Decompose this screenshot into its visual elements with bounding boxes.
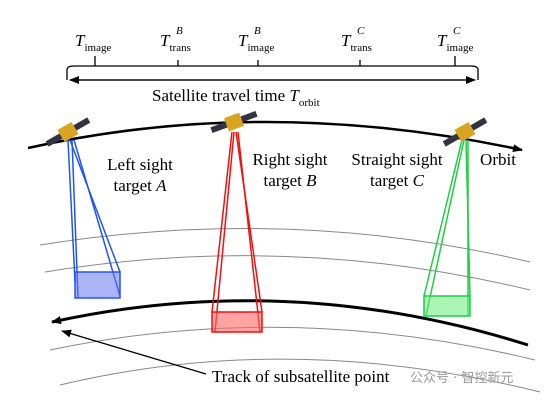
target-line: Left sight <box>107 155 173 174</box>
beams <box>67 131 471 333</box>
caption: Satellite travel time Torbit <box>152 86 320 109</box>
orbit <box>27 120 523 153</box>
var: T <box>289 86 300 105</box>
track-pointer <box>61 329 207 375</box>
track-label: Track of subsatellite point <box>212 367 390 386</box>
sup: C <box>357 25 365 37</box>
var: T <box>75 31 86 50</box>
target-line: Straight sight <box>351 150 442 169</box>
time-label: Timage C <box>437 25 473 54</box>
time-label: Ttrans B <box>160 25 191 54</box>
time-label: Timage <box>75 31 111 54</box>
sup: B <box>254 25 261 37</box>
satellites <box>45 110 488 147</box>
ground-curves <box>39 228 541 393</box>
watermark: 公众号 · 智控新元 <box>410 370 513 386</box>
target-word: target <box>370 171 409 190</box>
timeline-labels: Timage Ttrans B Timage B Ttrans C Timage C S… <box>75 25 473 109</box>
target-word: target <box>263 171 302 190</box>
var: T <box>341 31 352 50</box>
sub: trans <box>350 42 371 54</box>
target-line: target A <box>113 176 167 195</box>
sup: C <box>453 25 461 37</box>
target-word: target <box>113 176 152 195</box>
target-letter: A <box>155 176 167 195</box>
target-line: target B <box>263 171 317 190</box>
target-labels: Left sight target A Right sight target B… <box>107 150 516 195</box>
target-line: target C <box>370 171 425 190</box>
target-line: Right sight <box>252 150 327 169</box>
sub: trans <box>169 42 190 54</box>
sub: orbit <box>299 97 320 109</box>
target-letter: C <box>413 171 425 190</box>
timeline-brace <box>66 56 479 84</box>
sub: image <box>446 42 473 54</box>
var: T <box>437 31 448 50</box>
caption-text: Satellite travel time <box>152 86 285 105</box>
target-letter: B <box>306 171 317 190</box>
track <box>51 299 529 347</box>
var: T <box>160 31 171 50</box>
time-label: Ttrans C <box>341 25 372 54</box>
var: T <box>238 31 249 50</box>
sub: image <box>84 42 111 54</box>
sup: B <box>176 25 183 37</box>
sub: image <box>247 42 274 54</box>
time-label: Timage B <box>238 25 274 54</box>
orbit-label: Orbit <box>480 150 516 169</box>
